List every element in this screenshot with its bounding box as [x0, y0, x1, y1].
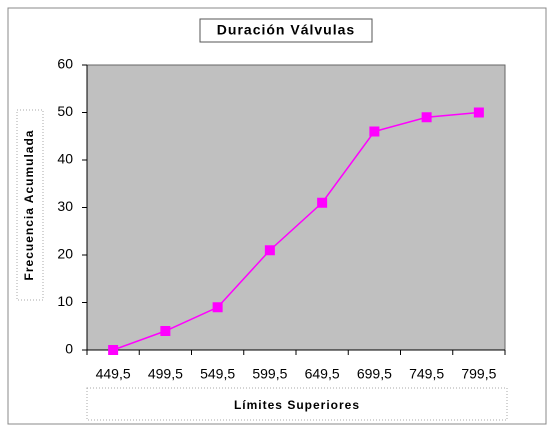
data-point	[264, 245, 275, 256]
y-tick-label: 60	[57, 56, 73, 72]
x-tick-label: 549,5	[200, 366, 235, 382]
y-axis-label: Frecuencia Acumulada	[22, 130, 36, 281]
y-tick-label: 40	[57, 151, 73, 167]
data-point	[421, 112, 432, 123]
data-point	[473, 107, 484, 118]
data-point	[317, 197, 328, 208]
y-label-box	[16, 109, 44, 301]
y-tick-label: 10	[57, 293, 73, 309]
plot-area	[86, 64, 506, 351]
title-box	[199, 18, 373, 43]
x-label-box	[86, 387, 508, 421]
x-tick-label: 499,5	[148, 366, 183, 382]
data-point	[160, 326, 171, 336]
x-tick-label: 749,5	[409, 366, 444, 382]
data-point	[108, 345, 119, 355]
x-axis-label: Límites Superiores	[234, 398, 360, 412]
data-point	[212, 302, 223, 313]
x-tick-label: 599,5	[252, 366, 287, 382]
y-tick-label: 50	[57, 103, 73, 119]
x-tick-label: 799,5	[461, 366, 496, 382]
x-tick-label: 649,5	[305, 366, 340, 382]
y-tick-label: 30	[57, 198, 73, 214]
x-tick-label: 699,5	[357, 366, 392, 382]
chart-title: Duración Válvulas	[217, 22, 355, 38]
series-line	[112, 111, 479, 351]
x-tick-label: 449,5	[96, 366, 131, 382]
data-point	[369, 126, 380, 137]
y-tick-label: 0	[65, 341, 73, 357]
y-tick-label: 20	[57, 246, 73, 262]
